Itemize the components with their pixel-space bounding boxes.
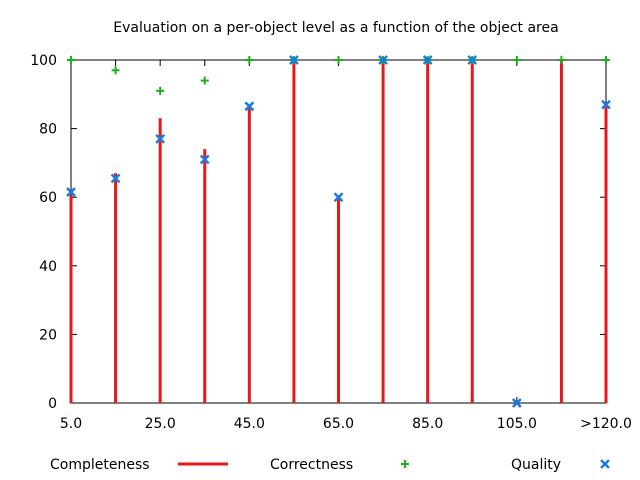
correctness-point (245, 56, 254, 64)
x-tick-label: 45.0 (234, 416, 265, 432)
cross-b (333, 192, 344, 203)
x-tick-label: 85.0 (412, 416, 443, 432)
correctness-point (334, 56, 343, 64)
legend-swatch-correctness (401, 460, 409, 468)
legend-swatch-quality (600, 459, 610, 469)
cross-b (378, 55, 388, 65)
cross-b (244, 101, 255, 112)
chart-title: Evaluation on a per-object level as a fu… (113, 20, 558, 36)
legend-label-quality: Quality (511, 457, 561, 473)
cross-b (467, 55, 478, 65)
x-tick-label: 5.0 (60, 416, 82, 432)
quality-point (378, 55, 388, 65)
quality-point (66, 187, 76, 197)
correctness-point (602, 56, 610, 64)
cross-b (289, 55, 299, 65)
quality-point (110, 173, 121, 184)
legend-label-completeness: Completeness (50, 457, 150, 473)
y-tick-label: 100 (30, 53, 57, 69)
cross-b (422, 55, 433, 65)
quality-point (511, 398, 522, 408)
cross-b (601, 99, 611, 110)
correctness-point (111, 66, 120, 75)
cross-b (511, 398, 522, 408)
y-tick-label: 40 (39, 259, 57, 275)
y-tick-label: 20 (39, 327, 57, 343)
quality-point (601, 99, 611, 110)
x-tick-label: >120.0 (580, 416, 632, 432)
cross-b (110, 173, 121, 184)
completeness-impulses (69, 60, 608, 403)
quality-point (199, 154, 210, 165)
y-tick-label: 80 (39, 122, 57, 138)
cross-b (199, 154, 210, 165)
quality-point (289, 55, 299, 65)
x-tick-label: 25.0 (145, 416, 176, 432)
y-tick-label: 0 (48, 396, 57, 412)
quality-point (422, 55, 433, 65)
correctness-point (200, 76, 209, 85)
correctness-point (67, 56, 75, 64)
legend-label-correctness: Correctness (270, 457, 353, 473)
axis-ticks: 0 20 40 60 80 100 5.0 25.0 45.0 65.0 85.0 105.0 >120… (30, 53, 632, 432)
correctness-point (512, 56, 521, 64)
quality-point (155, 134, 166, 144)
x-tick-label: 105.0 (497, 416, 537, 432)
y-tick-label: 60 (39, 190, 57, 206)
quality-point (467, 55, 478, 65)
quality-point (333, 192, 344, 203)
legend: Completeness Correctness Quality (50, 457, 610, 473)
correctness-point (156, 86, 165, 95)
cross-b (155, 134, 166, 144)
data-points (66, 55, 611, 408)
x-tick-label: 65.0 (323, 416, 354, 432)
quality-point (244, 101, 255, 112)
cross-b (66, 187, 76, 197)
cross-b (600, 459, 610, 469)
correctness-point (557, 56, 566, 64)
